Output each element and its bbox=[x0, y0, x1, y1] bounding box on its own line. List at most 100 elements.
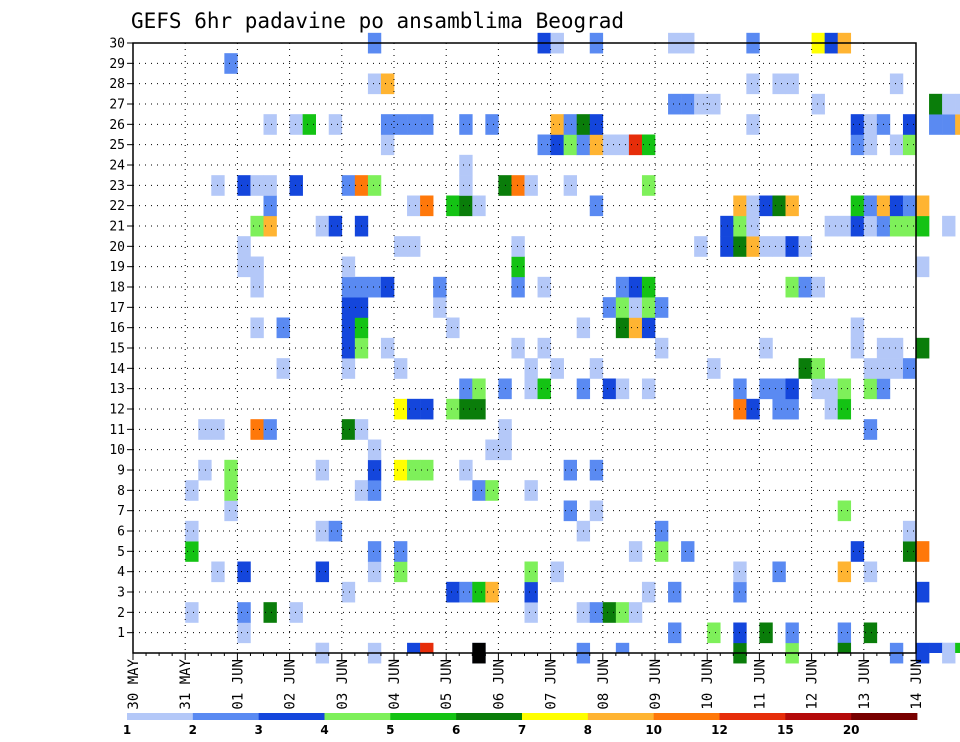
heatmap-cell bbox=[850, 541, 865, 562]
heatmap-cell bbox=[459, 114, 473, 135]
heatmap-cell bbox=[250, 419, 264, 440]
heatmap-cell bbox=[785, 398, 799, 420]
heatmap-cell bbox=[394, 541, 408, 562]
heatmap-cell bbox=[511, 256, 525, 278]
heatmap-cell bbox=[902, 114, 917, 135]
colorbar-swatch bbox=[851, 713, 918, 720]
heatmap-cell bbox=[746, 398, 760, 420]
heatmap-cell bbox=[185, 520, 199, 542]
heatmap-cell bbox=[224, 459, 238, 481]
x-tick-label: 12 JUN bbox=[805, 659, 821, 710]
heatmap-cell bbox=[889, 73, 904, 95]
heatmap-cell bbox=[772, 378, 786, 400]
heatmap-cell bbox=[602, 378, 617, 400]
heatmap-cell bbox=[863, 561, 878, 583]
x-tick-label: 02 JUN bbox=[283, 659, 299, 710]
heatmap-cell bbox=[250, 317, 264, 339]
heatmap-cell bbox=[942, 642, 956, 653]
heatmap-cell bbox=[589, 195, 604, 217]
y-tick-label: 12 bbox=[109, 403, 125, 418]
heatmap-cell bbox=[641, 317, 656, 339]
heatmap-cell bbox=[615, 134, 630, 156]
heatmap-cell bbox=[185, 602, 199, 623]
heatmap-cell bbox=[863, 419, 878, 440]
heatmap-cell bbox=[472, 398, 486, 420]
colorbar-label: 7 bbox=[518, 723, 526, 737]
heatmap-cell bbox=[237, 561, 251, 583]
heatmap-cell bbox=[641, 297, 656, 318]
heatmap-cell bbox=[394, 398, 408, 420]
x-tick-label: 03 JUN bbox=[335, 659, 351, 710]
colorbar-swatch bbox=[653, 713, 720, 720]
heatmap-cell bbox=[863, 358, 878, 379]
heatmap-cell bbox=[380, 134, 395, 156]
heatmap-cell bbox=[420, 459, 434, 481]
heatmap-cell bbox=[824, 215, 838, 237]
heatmap-cell bbox=[511, 175, 525, 196]
x-tick-label: 01 JUN bbox=[230, 659, 246, 710]
colorbar-swatch bbox=[324, 713, 391, 720]
y-tick-label: 22 bbox=[109, 199, 125, 214]
colorbar-swatch bbox=[719, 713, 786, 720]
heatmap-cell bbox=[341, 317, 356, 339]
heatmap-cell bbox=[615, 642, 630, 653]
heatmap-cell bbox=[367, 276, 382, 298]
heatmap-cell bbox=[407, 459, 421, 481]
y-tick-label: 21 bbox=[109, 220, 125, 235]
heatmap-cell bbox=[772, 195, 786, 217]
heatmap-cell bbox=[589, 114, 604, 135]
heatmap-cell bbox=[902, 520, 917, 542]
heatmap-cell bbox=[929, 114, 943, 135]
heatmap-cell bbox=[772, 236, 786, 257]
heatmap-cell bbox=[289, 602, 303, 623]
heatmap-cell bbox=[863, 195, 878, 217]
heatmap-cell bbox=[850, 215, 865, 237]
colorbar-label: 1 bbox=[123, 723, 131, 737]
heatmap-cell bbox=[367, 480, 382, 501]
heatmap-cell bbox=[250, 256, 264, 278]
y-tick-label: 20 bbox=[109, 240, 125, 255]
colorbar-label: 5 bbox=[386, 723, 394, 737]
heatmap-cell bbox=[837, 642, 852, 653]
heatmap-cell bbox=[837, 622, 852, 644]
heatmap-cell bbox=[641, 175, 656, 196]
heatmap-cell bbox=[485, 439, 499, 461]
heatmap-cell bbox=[811, 93, 825, 115]
heatmap-cell bbox=[863, 378, 878, 400]
colorbar-swatch bbox=[258, 713, 325, 720]
colorbar-label: 3 bbox=[254, 723, 262, 737]
heatmap-cell bbox=[929, 642, 943, 653]
heatmap-cell bbox=[224, 480, 238, 501]
x-tick-label: 04 JUN bbox=[387, 659, 403, 710]
heatmap-cell bbox=[863, 134, 878, 156]
heatmap-cell bbox=[720, 215, 734, 237]
heatmap-cell bbox=[459, 581, 473, 603]
heatmap-cell bbox=[394, 114, 408, 135]
y-tick-label: 23 bbox=[109, 179, 125, 194]
y-tick-label: 9 bbox=[117, 464, 125, 479]
heatmap-cell bbox=[550, 134, 564, 156]
y-tick-label: 13 bbox=[109, 382, 125, 397]
heatmap-cell bbox=[485, 114, 499, 135]
heatmap-cell bbox=[707, 93, 721, 115]
heatmap-cell bbox=[641, 276, 656, 298]
heatmap-cell bbox=[902, 134, 917, 156]
heatmap-cell bbox=[367, 73, 382, 95]
heatmap-cell bbox=[289, 175, 303, 196]
heatmap-cell bbox=[602, 134, 617, 156]
heatmap-cell bbox=[916, 337, 930, 359]
heatmap-cell bbox=[785, 73, 799, 95]
x-tick-label: 08 JUN bbox=[596, 659, 612, 710]
heatmap-cell bbox=[524, 602, 538, 623]
heatmap-cell bbox=[628, 317, 643, 339]
heatmap-cell bbox=[524, 358, 538, 379]
heatmap-cell bbox=[550, 358, 564, 379]
colorbar: 1 2 3 4 5 6 7 8 10 12 15 20 bbox=[123, 713, 918, 737]
heatmap-cell bbox=[955, 114, 960, 135]
heatmap-cell bbox=[367, 439, 382, 461]
heatmap-cell bbox=[420, 642, 434, 653]
heatmap-cell bbox=[785, 236, 799, 257]
heatmap-cell bbox=[407, 236, 421, 257]
heatmap-cell bbox=[224, 500, 238, 522]
heatmap-cell bbox=[628, 541, 643, 562]
